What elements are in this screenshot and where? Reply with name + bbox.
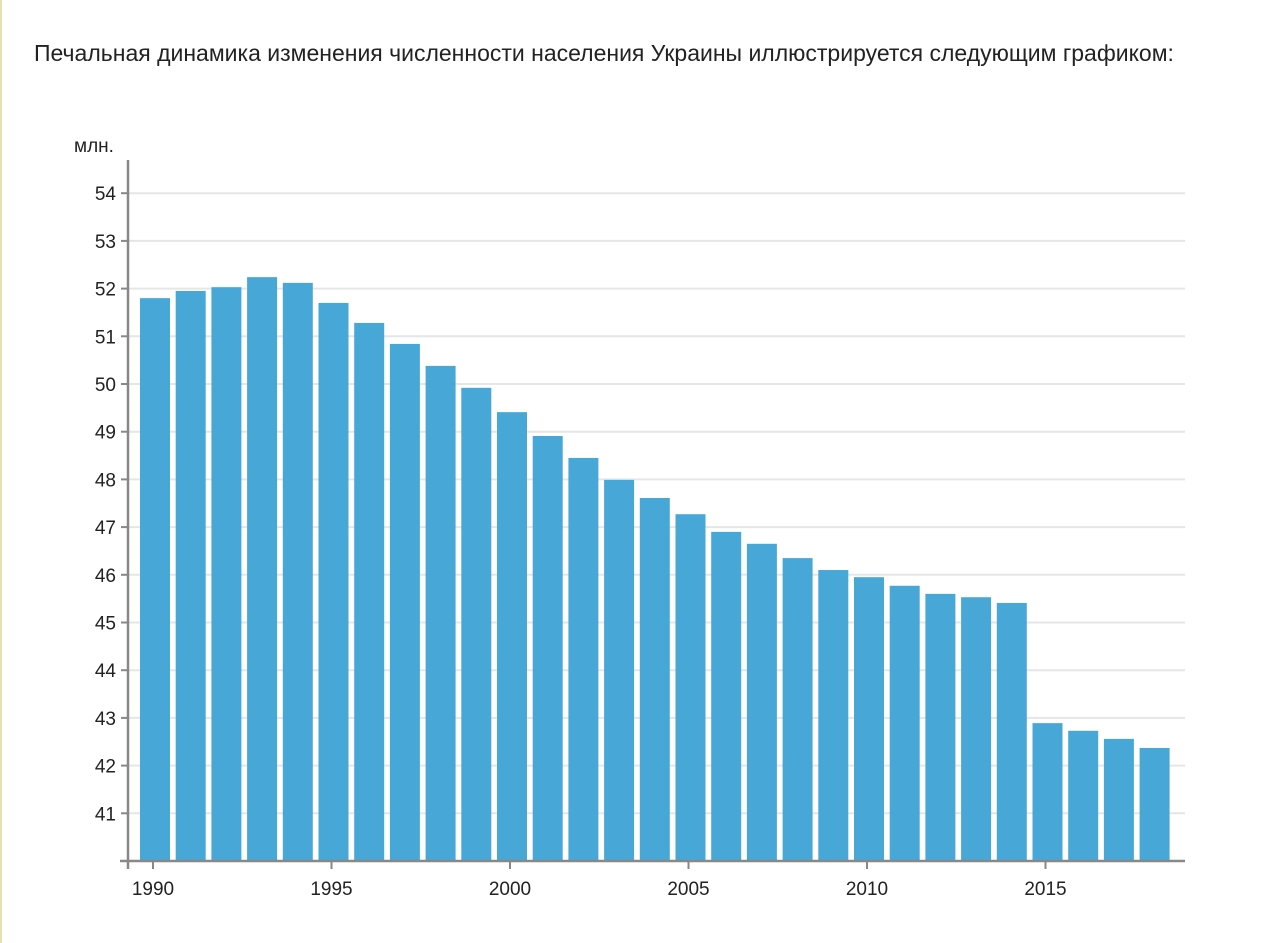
x-tick-label: 2000: [489, 879, 531, 900]
bar-1997: [389, 343, 420, 861]
bar-2001: [532, 435, 563, 861]
bar-2005: [675, 514, 706, 861]
y-tick-label: 52: [95, 280, 116, 301]
y-tick-label: 42: [95, 757, 116, 778]
bar-2018: [1139, 747, 1170, 861]
bar-2014: [996, 602, 1027, 861]
bar-2004: [639, 498, 670, 861]
y-tick-label: 51: [95, 327, 116, 348]
bar-1993: [247, 277, 278, 862]
bar-1992: [211, 287, 242, 861]
y-tick-label: 44: [95, 661, 117, 682]
x-tick-label: 1990: [132, 879, 174, 900]
bar-2017: [1103, 738, 1134, 861]
x-tick-label: 2005: [667, 879, 709, 900]
y-tick-label: 43: [95, 709, 116, 730]
bar-2007: [746, 543, 777, 861]
left-border: [0, 0, 2, 943]
bar-2016: [1068, 730, 1099, 861]
bar-2006: [711, 531, 742, 861]
bar-2002: [568, 457, 599, 861]
y-tick-label: 49: [95, 423, 116, 444]
y-tick-label: 47: [95, 518, 116, 539]
y-tick-label: 53: [95, 232, 116, 253]
bar-2012: [925, 593, 956, 861]
bar-2008: [782, 558, 813, 861]
bar-2003: [604, 479, 635, 861]
bar-1994: [282, 282, 313, 862]
bar-1996: [354, 322, 385, 862]
intro-text: Печальная динамика изменения численности…: [34, 40, 1174, 66]
y-tick-label: 48: [95, 470, 116, 491]
bar-1999: [461, 387, 492, 861]
bar-2011: [889, 585, 920, 861]
x-tick-label: 2010: [846, 879, 888, 900]
bar-1995: [318, 302, 349, 861]
y-tick-label: 41: [95, 804, 116, 825]
bar-2009: [818, 570, 849, 861]
y-tick-label: 46: [95, 566, 116, 587]
y-tick-label: 54: [95, 184, 117, 205]
x-tick-label: 1995: [310, 879, 352, 900]
x-tick-label: 2015: [1024, 879, 1066, 900]
y-tick-label: 45: [95, 614, 116, 635]
y-tick-label: 50: [95, 375, 116, 396]
bar-2000: [497, 412, 527, 861]
bar-2010: [854, 577, 884, 861]
bar-1998: [425, 365, 456, 861]
y-axis-unit-label: млн.: [74, 136, 114, 157]
bar-1990: [140, 298, 170, 861]
bar-1991: [175, 290, 206, 861]
bar-2015: [1032, 723, 1063, 861]
bar-2013: [961, 597, 992, 861]
